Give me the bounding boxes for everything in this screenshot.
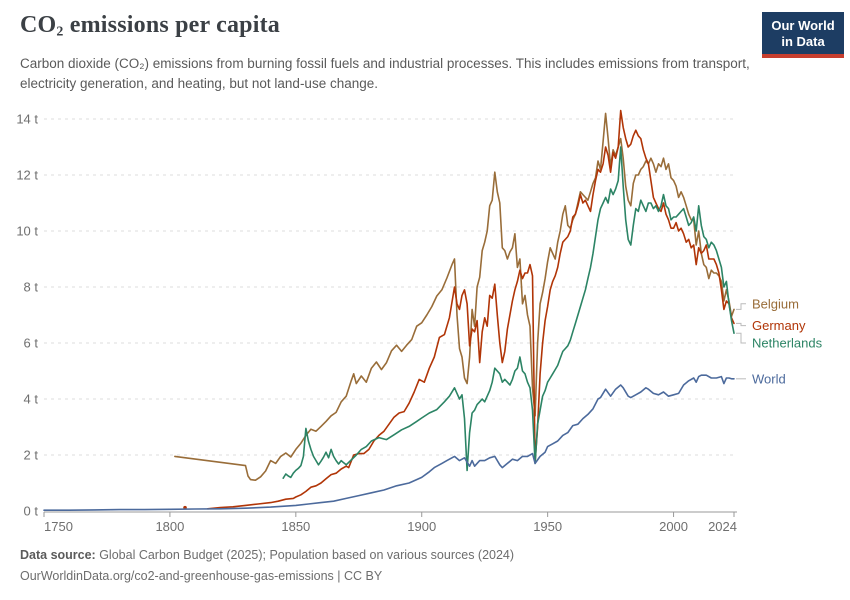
chart-subtitle: Carbon dioxide (CO₂) emissions from burn… — [20, 56, 750, 91]
attribution-line: OurWorldinData.org/co2-and-greenhouse-ga… — [20, 566, 800, 587]
y-axis-label-12t: 12 t — [16, 168, 38, 183]
chart-footer: Data source: Global Carbon Budget (2025)… — [20, 545, 800, 588]
series-line-world[interactable] — [43, 374, 735, 512]
y-axis-label-10t: 10 t — [16, 224, 38, 239]
y-axis-label-14t: 14 t — [16, 112, 38, 127]
x-axis-label-2000: 2000 — [659, 519, 688, 534]
legend-label-world[interactable]: World — [752, 371, 786, 386]
owid-logo-line1: Our World — [771, 18, 835, 33]
legend-label-netherlands[interactable]: Netherlands — [752, 336, 823, 351]
data-source-text: Global Carbon Budget (2025); Population … — [95, 548, 515, 562]
legend-leader-netherlands — [736, 332, 746, 344]
x-axis-label-1750: 1750 — [44, 519, 73, 534]
owid-url-link[interactable]: OurWorldinData.org/co2-and-greenhouse-ga… — [20, 569, 334, 584]
series-line-netherlands[interactable] — [282, 146, 735, 480]
y-axis-label-6t: 6 t — [24, 336, 39, 351]
series-line-belgium[interactable] — [174, 112, 735, 482]
license-separator: | — [333, 569, 345, 584]
owid-logo-line2: in Data — [781, 33, 825, 49]
title-subscript-2: 2 — [56, 24, 64, 40]
owid-logo[interactable]: Our World in Data — [762, 12, 844, 59]
page-title: CO2 emissions per capita — [20, 12, 280, 40]
y-axis-label-0t: 0 t — [24, 504, 39, 519]
legend-label-germany[interactable]: Germany — [752, 318, 806, 333]
y-axis-label-4t: 4 t — [24, 392, 39, 407]
x-axis-label-1900: 1900 — [407, 519, 436, 534]
line-chart: 0 t 2 t 4 t 6 t 8 t 10 t 12 t 14 t 1750 1800 1850 1… — [16, 109, 823, 534]
x-axis-label-2024: 2024 — [708, 519, 737, 534]
legend-label-belgium[interactable]: Belgium — [752, 296, 799, 311]
title-co: CO — [20, 12, 57, 38]
x-axis-label-1950: 1950 — [533, 519, 562, 534]
y-axis-label-8t: 8 t — [24, 280, 39, 295]
x-axis-label-1800: 1800 — [155, 519, 184, 534]
legend-leader-belgium — [736, 303, 746, 310]
data-source-line: Data source: Global Carbon Budget (2025)… — [20, 545, 800, 566]
legend-leader-germany — [736, 322, 746, 327]
data-source-label: Data source: — [20, 548, 96, 562]
x-axis-label-1850: 1850 — [281, 519, 310, 534]
title-rest: emissions per capita — [63, 12, 280, 38]
y-axis-label-2t: 2 t — [24, 448, 39, 463]
license-label[interactable]: CC BY — [344, 569, 383, 584]
